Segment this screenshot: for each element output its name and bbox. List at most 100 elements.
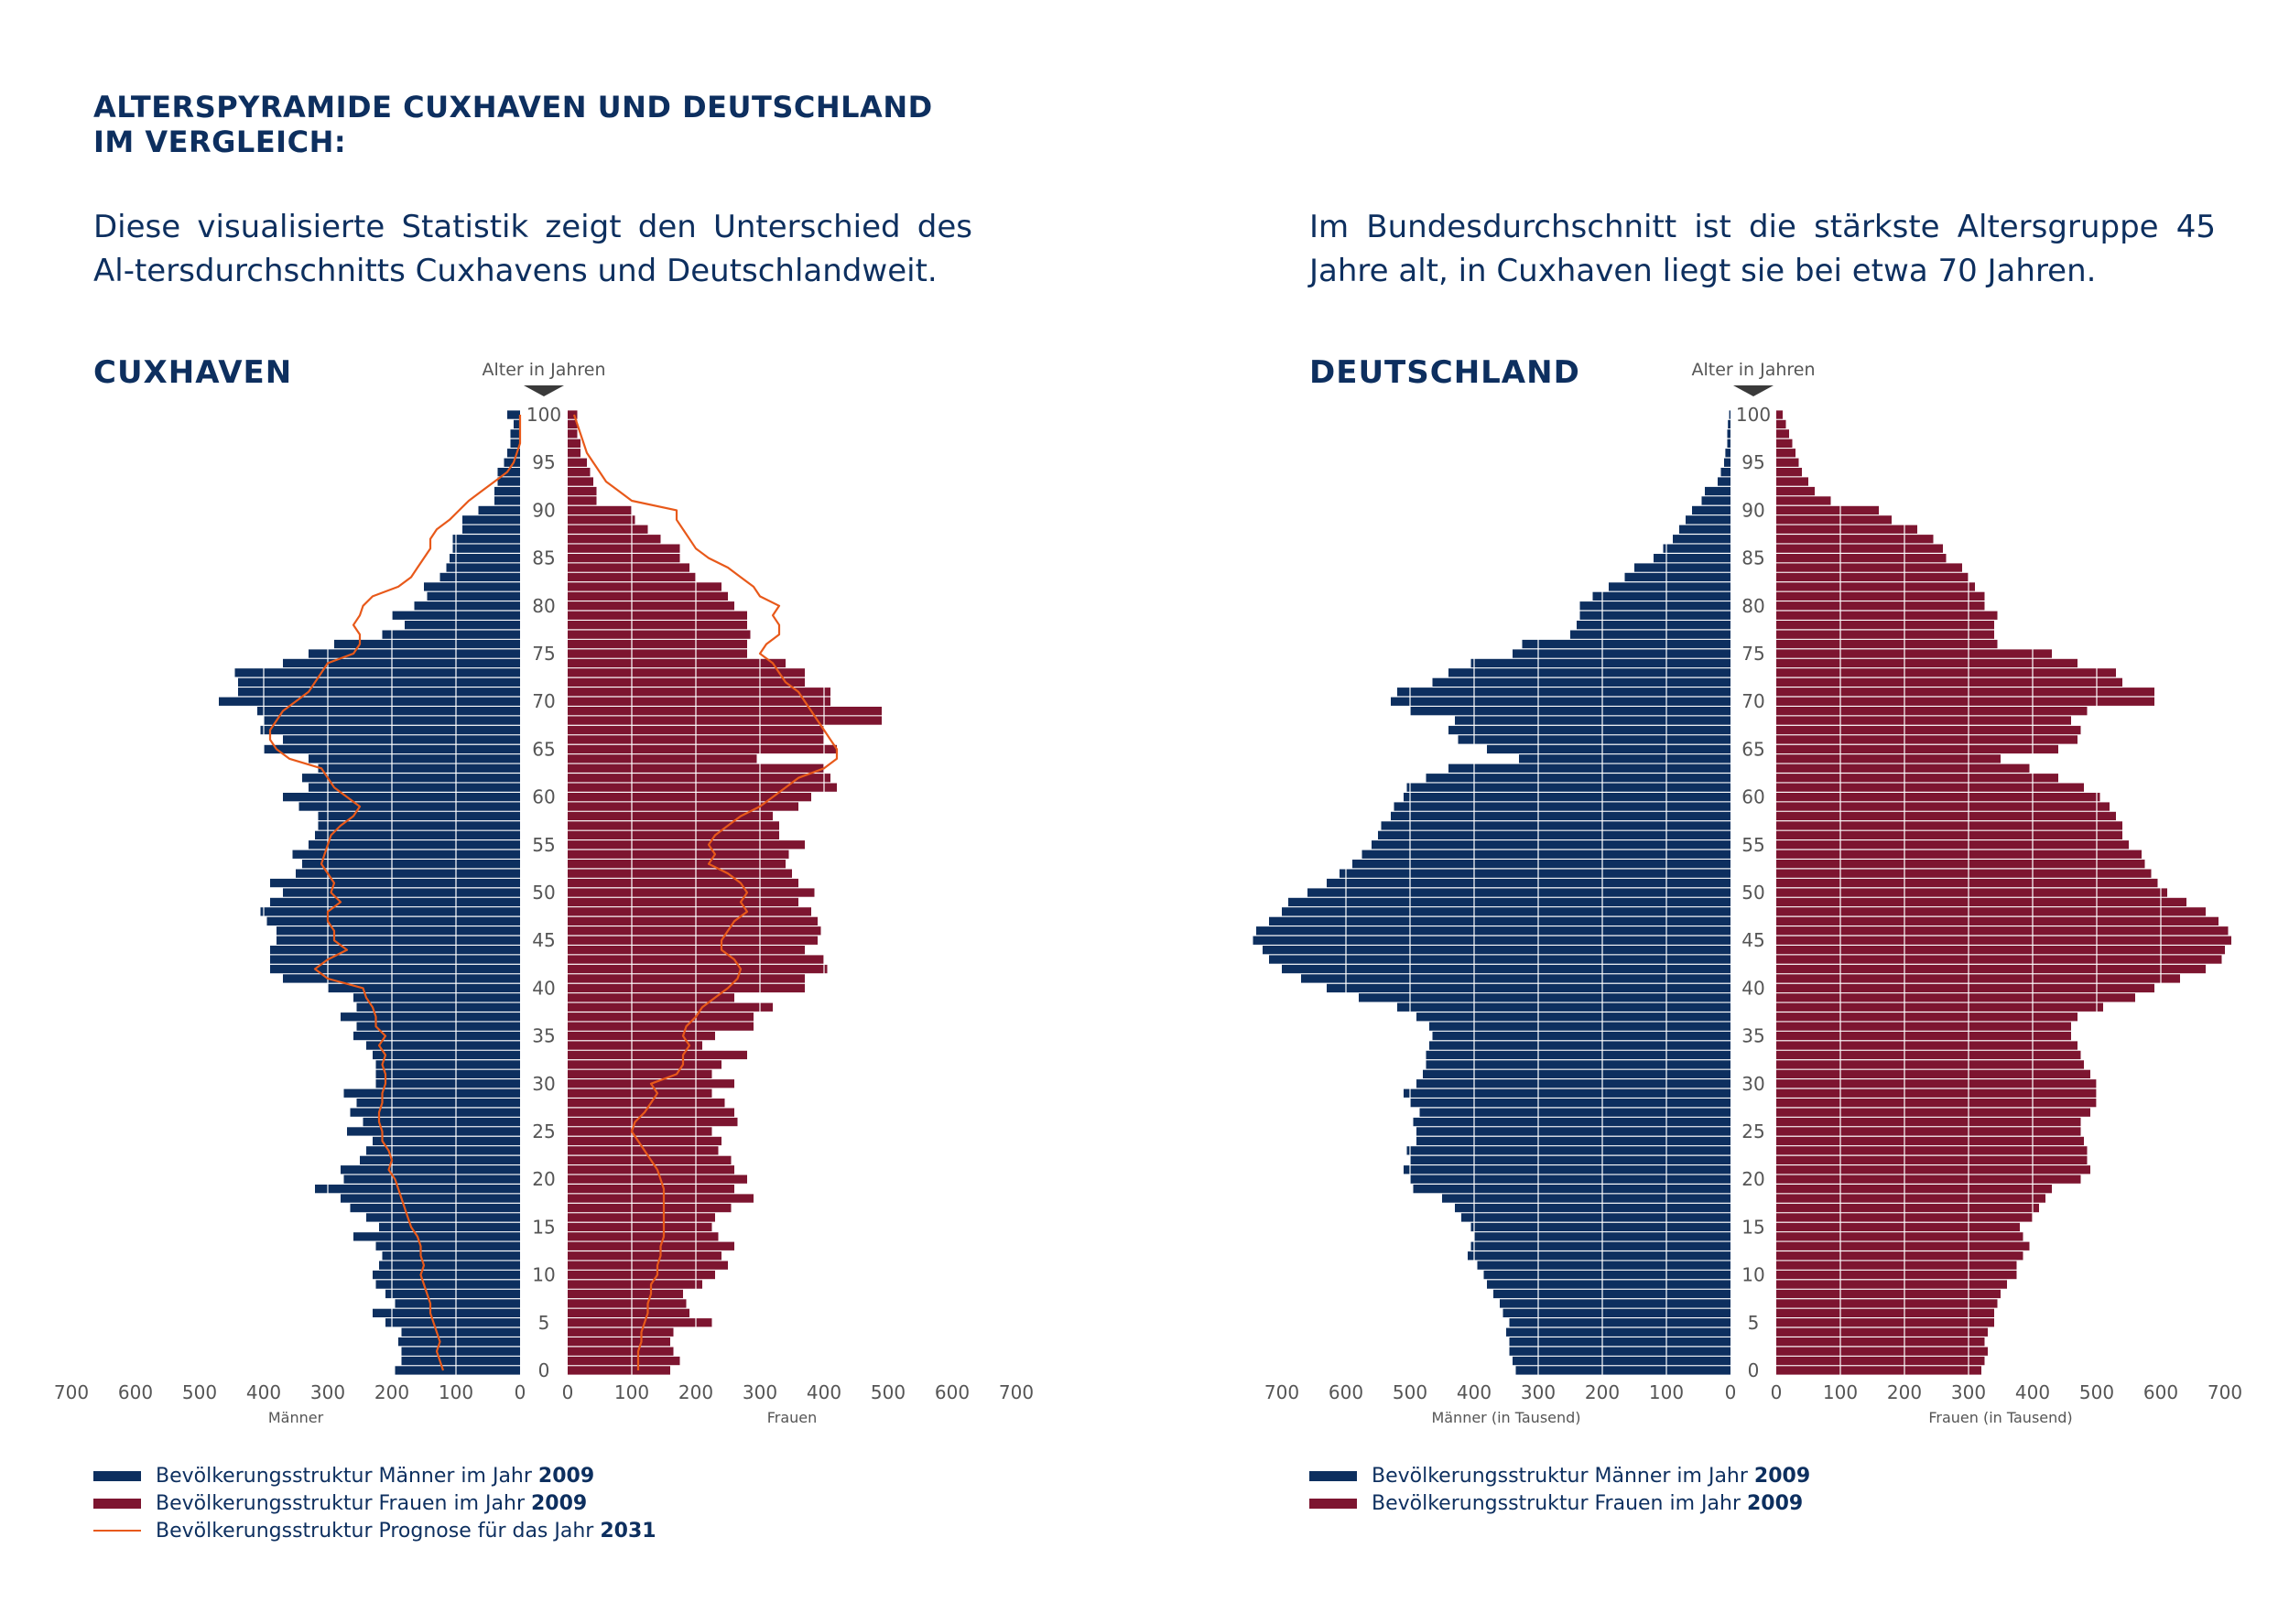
legend-swatch-women: [93, 1498, 141, 1509]
intro-text-left: Diese visualisierte Statistik zeigt den …: [93, 209, 972, 289]
men-bar-age-55: [309, 840, 520, 850]
women-bar-age-65: [1776, 744, 2058, 754]
x-tick-label-women: 300: [743, 1381, 777, 1403]
age-tick-label: 95: [532, 451, 555, 473]
x-tick-label-men: 100: [1649, 1381, 1684, 1403]
women-bar-age-88: [1776, 525, 1917, 534]
x-tick-label-women: 0: [1771, 1381, 1783, 1403]
women-bar-age-59: [1776, 802, 2110, 811]
men-bar-age-25: [1416, 1127, 1730, 1136]
men-bar-age-10: [373, 1270, 520, 1280]
women-bar-age-100: [1776, 410, 1783, 419]
women-bar-age-39: [1776, 993, 2135, 1002]
men-bar-age-47: [266, 916, 520, 926]
men-bar-age-96: [507, 449, 520, 458]
women-bar-age-49: [1776, 897, 2186, 907]
women-bar-age-83: [568, 572, 696, 582]
men-bar-age-48: [260, 907, 520, 916]
legend-label: Bevölkerungsstruktur Frauen im Jahr 2009: [1372, 1491, 1804, 1515]
age-tick-label: 75: [1741, 643, 1764, 665]
men-bar-age-59: [1394, 802, 1730, 811]
men-bar-age-15: [379, 1222, 520, 1232]
women-bar-age-94: [1776, 468, 1802, 477]
women-bar-age-11: [1776, 1261, 2017, 1270]
women-bar-age-27: [1776, 1108, 2090, 1117]
men-bar-age-99: [514, 419, 520, 429]
men-bar-age-21: [341, 1165, 520, 1175]
women-bar-age-64: [568, 754, 757, 763]
women-bar-age-29: [568, 1088, 712, 1098]
women-bar-age-1: [1776, 1356, 1985, 1366]
men-bar-age-95: [1724, 458, 1730, 467]
men-bar-age-41: [1301, 974, 1730, 983]
men-bar-age-60: [283, 793, 520, 802]
women-bar-age-48: [1776, 907, 2206, 916]
age-tick-label: 20: [532, 1168, 555, 1190]
x-axis-label-men: Männer (in Tausend): [1431, 1409, 1580, 1426]
men-bar-age-19: [315, 1185, 520, 1194]
women-bar-age-67: [568, 725, 824, 735]
women-bar-age-46: [568, 926, 821, 936]
men-bar-age-18: [1442, 1194, 1730, 1203]
men-bar-age-78: [405, 621, 520, 630]
women-bar-age-26: [1776, 1117, 2081, 1127]
men-bar-age-50: [1307, 888, 1730, 897]
women-bar-age-4: [1776, 1327, 1988, 1337]
age-tick-label: 45: [532, 929, 555, 951]
men-bar-age-64: [1519, 754, 1730, 763]
women-bar-age-57: [568, 821, 779, 830]
men-bar-age-20: [1410, 1175, 1730, 1184]
women-bar-age-85: [568, 554, 680, 563]
men-bar-age-66: [1458, 735, 1730, 744]
men-bar-age-75: [1513, 649, 1730, 658]
age-tick-label: 40: [532, 977, 555, 999]
women-bar-age-89: [568, 515, 635, 525]
men-bar-age-13: [1470, 1241, 1730, 1250]
men-bar-age-82: [424, 582, 520, 591]
women-bar-age-33: [568, 1050, 747, 1060]
men-bar-age-27: [1419, 1108, 1730, 1117]
women-bar-age-90: [568, 505, 632, 515]
age-tick-label: 65: [532, 738, 555, 760]
women-bar-age-90: [1776, 505, 1879, 515]
women-bar-age-47: [1776, 916, 2218, 926]
men-bar-age-30: [375, 1079, 520, 1088]
men-bar-age-65: [1487, 744, 1730, 754]
women-bar-age-82: [568, 582, 721, 591]
women-bar-age-62: [1776, 774, 2058, 783]
women-bar-age-25: [568, 1127, 712, 1136]
men-bar-age-29: [1404, 1088, 1730, 1098]
women-bar-age-43: [1776, 955, 2222, 964]
women-bar-age-24: [568, 1136, 721, 1146]
men-bar-age-93: [497, 477, 520, 486]
women-bar-age-41: [568, 974, 805, 983]
women-bar-age-16: [1776, 1213, 2033, 1222]
women-bar-age-100: [568, 410, 578, 419]
men-bar-age-60: [1404, 793, 1730, 802]
age-axis-label: Alter in Jahren: [482, 360, 605, 380]
men-bar-age-50: [283, 888, 520, 897]
women-bar-age-93: [568, 477, 593, 486]
men-bar-age-81: [1592, 591, 1730, 601]
men-bar-age-46: [1256, 926, 1730, 936]
age-tick-label: 15: [532, 1216, 555, 1238]
women-bar-age-35: [1776, 1031, 2071, 1041]
women-bar-age-50: [1776, 888, 2167, 897]
prognosis-men-line: [268, 415, 522, 1371]
x-tick-label-men: 0: [515, 1381, 526, 1403]
men-bar-age-14: [353, 1232, 520, 1241]
women-bar-age-92: [568, 486, 597, 496]
men-bar-age-77: [382, 630, 520, 639]
women-bar-age-9: [568, 1280, 702, 1289]
age-tick-label: 5: [538, 1312, 550, 1334]
women-bar-age-55: [568, 840, 805, 850]
women-bar-age-68: [1776, 716, 2071, 725]
women-bar-age-56: [1776, 830, 2122, 839]
x-tick-label-men: 200: [1585, 1381, 1620, 1403]
women-bar-age-87: [1776, 535, 1934, 544]
men-bar-age-69: [1410, 707, 1730, 716]
age-tick-label: 40: [1741, 977, 1764, 999]
women-bar-age-76: [568, 639, 747, 649]
women-bar-age-5: [568, 1318, 712, 1327]
women-bar-age-52: [568, 869, 792, 878]
